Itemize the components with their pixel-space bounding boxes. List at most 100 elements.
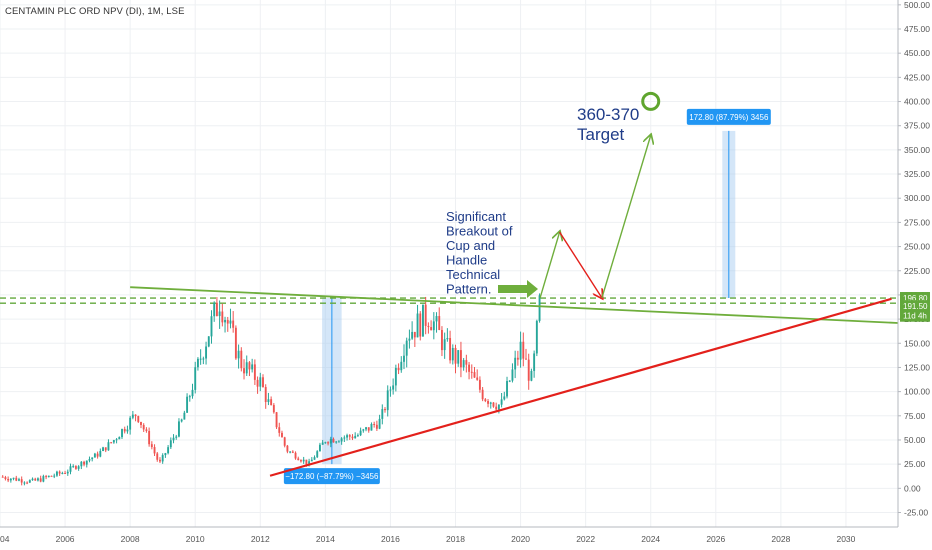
- candle-body: [413, 331, 416, 338]
- candle-body: [305, 459, 308, 465]
- candle-body: [405, 340, 408, 356]
- candle-body: [457, 350, 460, 364]
- candle-body: [64, 472, 67, 474]
- trendline-support: [269, 297, 892, 477]
- breakout-annotation-line: Handle: [446, 253, 487, 268]
- candle-body: [500, 399, 503, 405]
- candle-body: [31, 478, 34, 481]
- breakout-annotation-line: Cup and: [446, 238, 495, 253]
- candle-body: [427, 325, 430, 328]
- candle-body: [270, 399, 273, 406]
- candle-body: [384, 409, 386, 411]
- candle-body: [264, 387, 267, 403]
- y-tick-label: 225.00: [904, 266, 930, 276]
- candle-body: [153, 447, 156, 454]
- candle-body: [256, 379, 259, 387]
- candle-body: [72, 466, 75, 468]
- projection-rise: [601, 135, 651, 299]
- candle-body: [226, 319, 229, 324]
- candle-body: [259, 377, 262, 387]
- candle-body: [335, 441, 338, 443]
- candle-body: [495, 406, 498, 410]
- candle-body: [15, 477, 18, 481]
- candle-body: [47, 475, 50, 477]
- candle-body: [530, 370, 533, 381]
- candle-body: [430, 327, 433, 331]
- candle-body: [302, 459, 305, 462]
- candle-body: [126, 429, 129, 432]
- candle-body: [107, 442, 110, 451]
- candle-body: [110, 442, 113, 444]
- candle-body: [85, 460, 88, 465]
- y-tick-label: 275.00: [904, 217, 930, 227]
- candle-body: [473, 372, 476, 378]
- candle-body: [318, 444, 321, 452]
- candle-body: [291, 451, 294, 453]
- candle-body: [196, 358, 199, 368]
- candle-body: [359, 430, 362, 436]
- candle-body: [199, 358, 202, 360]
- y-tick-label: 100.00: [904, 387, 930, 397]
- candle-body: [178, 421, 180, 437]
- candle-body: [337, 441, 340, 443]
- candle-body: [169, 440, 172, 448]
- breakout-annotation-line: Significant: [446, 209, 506, 224]
- y-tick-label: -25.00: [904, 507, 928, 517]
- candle-body: [77, 466, 80, 469]
- candle-body: [400, 361, 403, 371]
- candle-body: [115, 439, 118, 441]
- candle-body: [424, 304, 427, 326]
- y-tick-label: 150.00: [904, 338, 930, 348]
- candle-body: [308, 461, 311, 465]
- candle-body: [351, 436, 354, 439]
- measure-boxes: −172.80 (−87.79%) −3456 172.80 (87.79%) 3…: [283, 108, 771, 485]
- candle-body: [37, 478, 39, 481]
- candle-body: [272, 405, 275, 413]
- candle-body: [210, 316, 213, 337]
- price-label-text: 11d 4h: [903, 312, 927, 321]
- candle-body: [45, 476, 48, 478]
- candle-body: [221, 311, 224, 323]
- candle-body: [131, 414, 134, 418]
- candle-body: [354, 435, 357, 439]
- candle-body: [370, 424, 373, 431]
- candle-body: [91, 457, 94, 460]
- candle-body: [12, 477, 15, 479]
- candle-body: [140, 421, 142, 425]
- candle-body: [205, 346, 208, 359]
- candle-body: [386, 390, 389, 411]
- candle-body: [194, 367, 197, 390]
- candle-body: [20, 479, 23, 483]
- x-tick-label: 2006: [56, 534, 75, 544]
- candle-body: [329, 438, 332, 444]
- trendlines[interactable]: [130, 286, 899, 477]
- candle-body: [300, 460, 302, 462]
- y-tick-label: 125.00: [904, 362, 930, 372]
- candle-body: [66, 471, 69, 474]
- candle-body: [397, 367, 400, 371]
- candle-body: [324, 442, 327, 444]
- candle-body: [83, 461, 86, 465]
- candle-body: [188, 396, 191, 398]
- y-tick-label: 325.00: [904, 169, 930, 179]
- breakout-annotation-line: Breakout of: [446, 224, 513, 239]
- candle-body: [253, 364, 256, 380]
- x-axis[interactable]: 2004 2006 2008 2010 2012 2014 2016 2018 2020 2022…: [0, 526, 898, 544]
- candle-body: [294, 452, 297, 459]
- candle-body: [23, 482, 26, 484]
- candle-body: [267, 399, 270, 403]
- candle-body: [234, 327, 237, 359]
- candle-body: [321, 442, 324, 445]
- candle-body: [164, 453, 167, 456]
- y-tick-label: 50.00: [904, 435, 926, 445]
- candle-body: [172, 437, 175, 441]
- candle-body: [476, 377, 479, 380]
- y-axis[interactable]: 500.00 475.00 450.00 425.00 400.00 375.00 350.…: [897, 0, 930, 527]
- candle-body: [454, 347, 457, 364]
- candle-body: [7, 479, 10, 481]
- candle-body: [497, 404, 500, 410]
- candle-body: [39, 478, 42, 482]
- measure-label-box: [686, 108, 771, 125]
